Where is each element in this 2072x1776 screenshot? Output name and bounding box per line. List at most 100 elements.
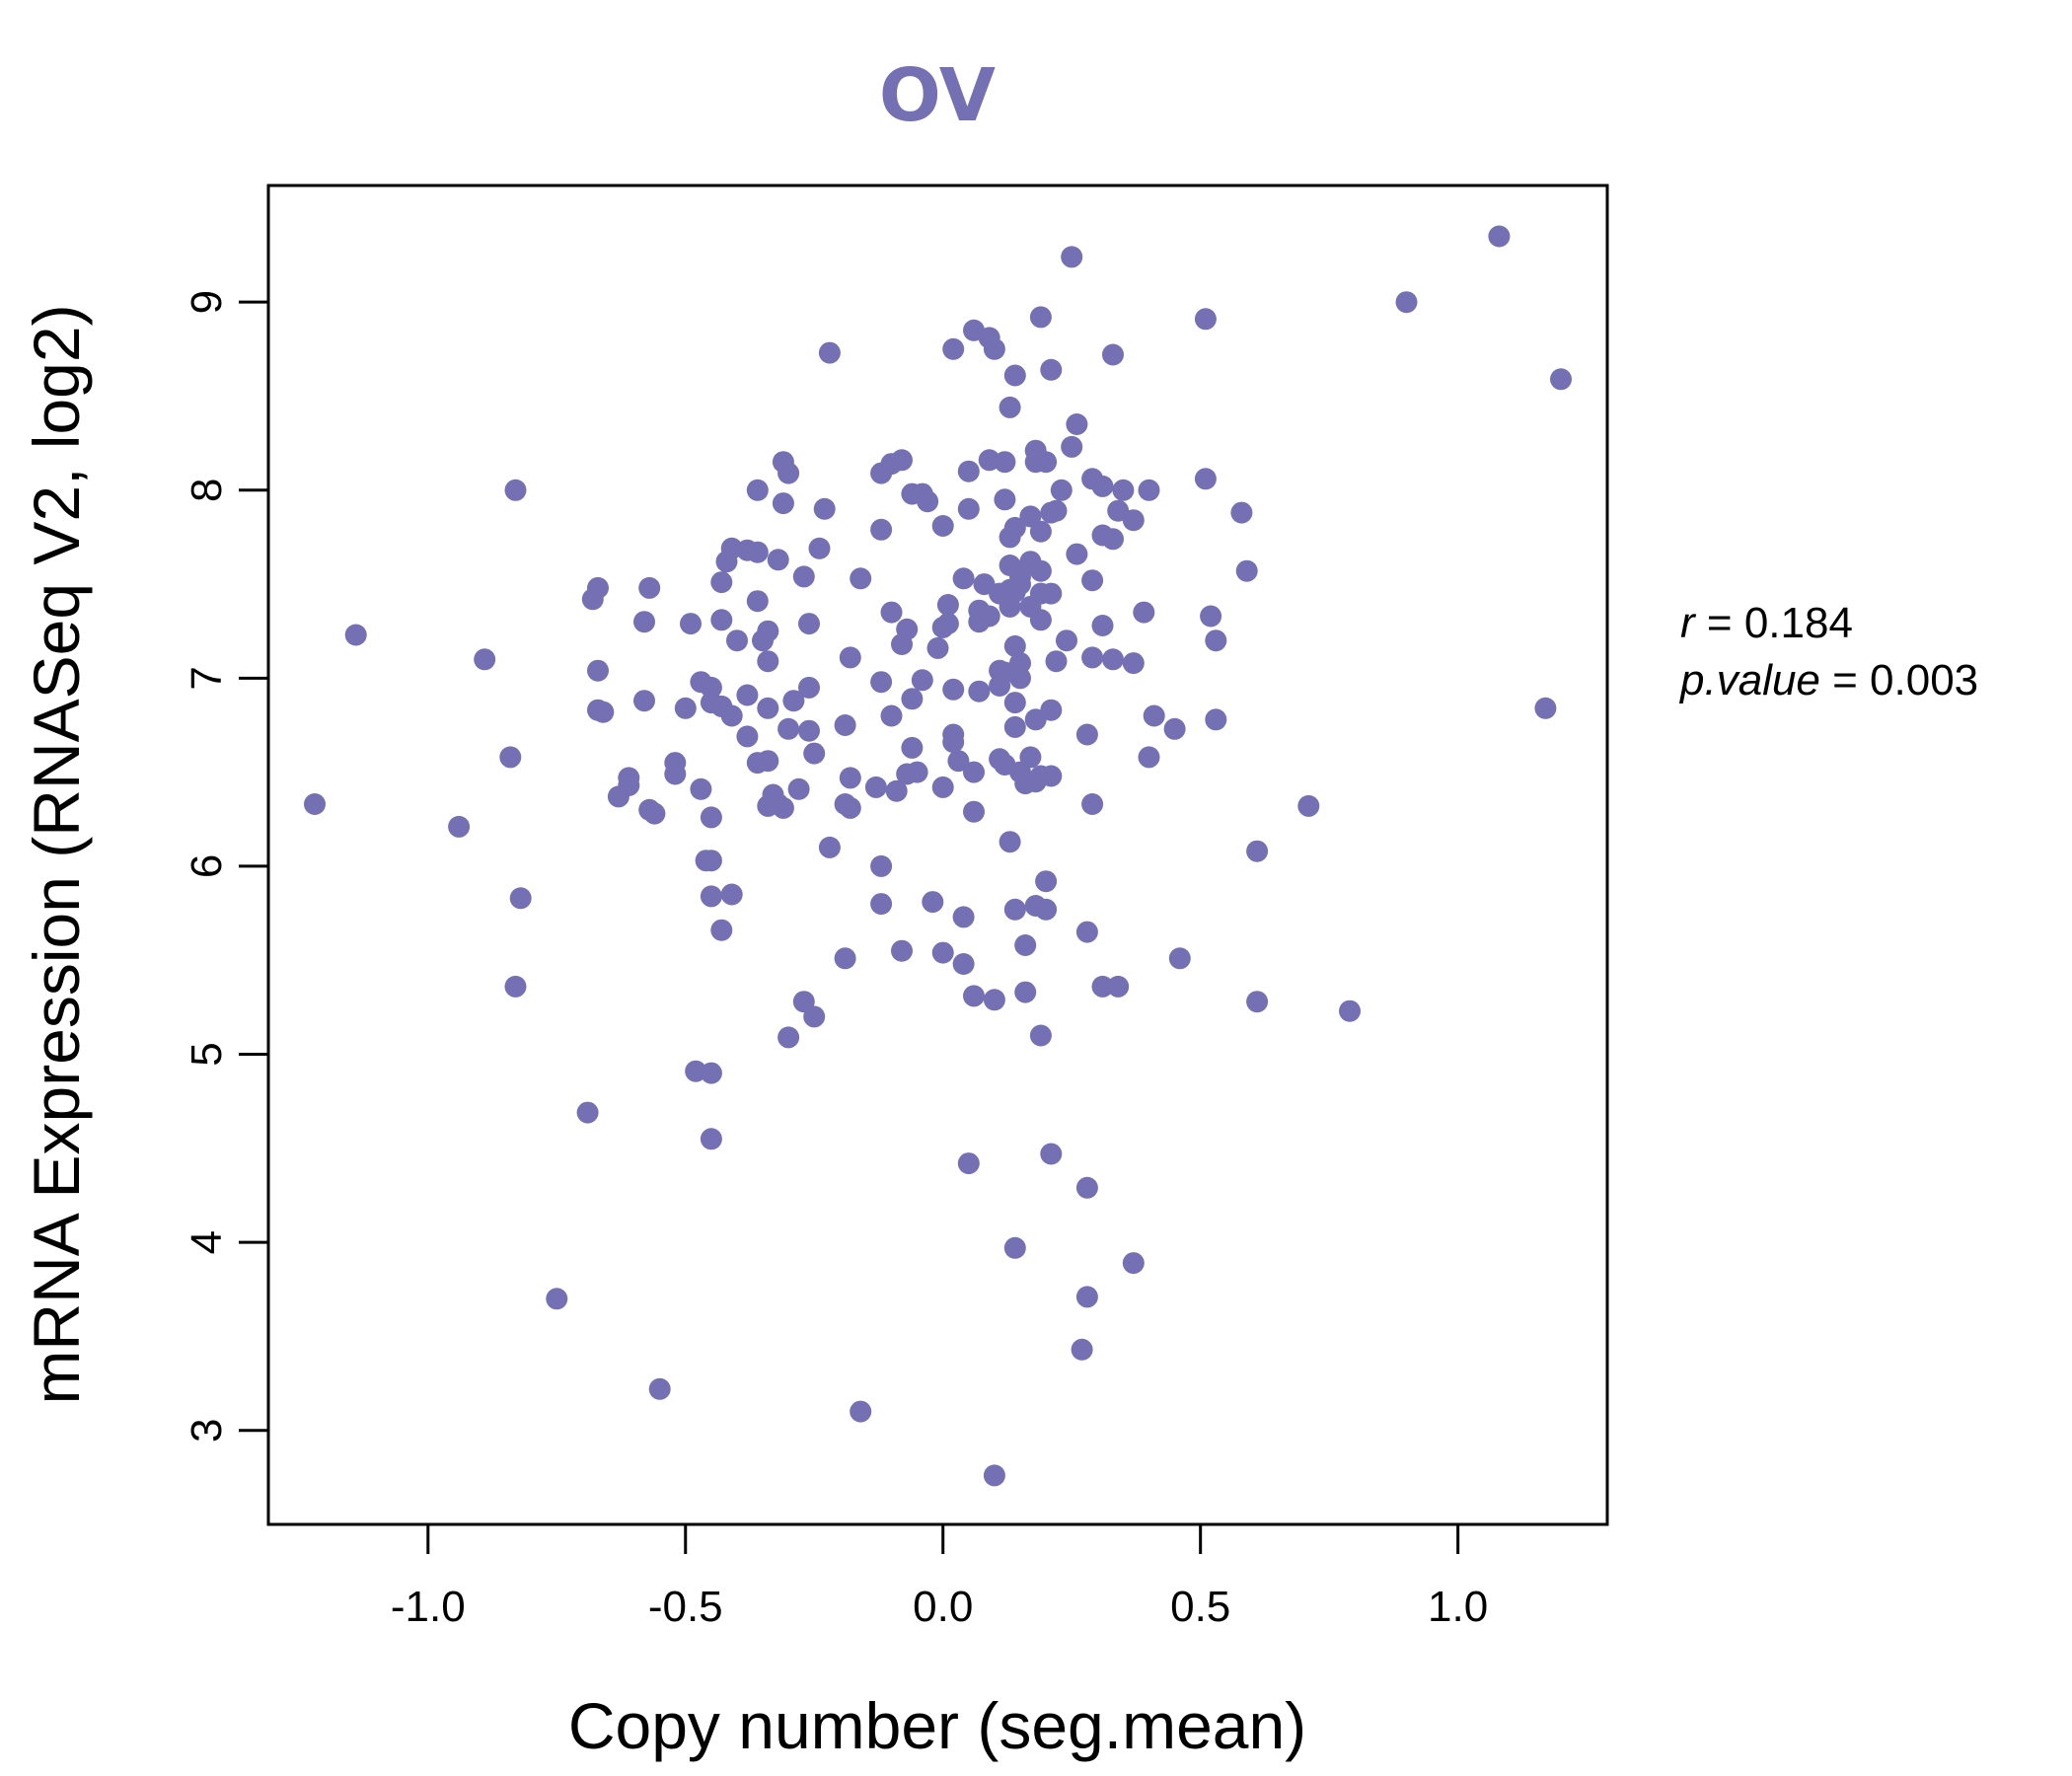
data-point [690, 777, 712, 800]
data-point [648, 1377, 671, 1400]
data-point [1133, 601, 1155, 624]
data-point [792, 565, 815, 588]
data-point [989, 675, 1011, 697]
data-point [710, 919, 733, 941]
data-point [710, 571, 733, 594]
data-point [1200, 605, 1222, 628]
data-point [1091, 975, 1114, 998]
data-point [772, 492, 794, 515]
data-point [592, 701, 615, 723]
data-point [999, 526, 1021, 549]
data-point [1029, 306, 1052, 329]
data-point [1035, 898, 1058, 921]
y-tick-label: 9 [183, 290, 231, 314]
data-point [1395, 291, 1418, 314]
data-point [504, 975, 527, 998]
data-point [1040, 358, 1063, 381]
data-point [746, 752, 769, 775]
data-point [931, 515, 954, 537]
data-point [700, 676, 722, 699]
data-point [736, 725, 759, 748]
data-point [448, 815, 471, 838]
data-point [999, 396, 1021, 418]
y-tick-label: 7 [183, 666, 231, 690]
data-point [963, 800, 985, 823]
data-point [1091, 475, 1114, 497]
data-point [1029, 559, 1052, 582]
data-point [546, 1288, 568, 1310]
data-point [767, 549, 789, 571]
data-point [643, 802, 666, 825]
p-value: 0.003 [1870, 656, 1978, 704]
data-point [1081, 793, 1104, 815]
data-point [926, 636, 949, 659]
data-point [1071, 1338, 1093, 1361]
data-point [885, 779, 908, 802]
data-point [813, 497, 836, 520]
data-point [1003, 692, 1026, 714]
x-tick-label: -0.5 [648, 1583, 723, 1631]
data-point [1056, 629, 1077, 652]
data-point [942, 337, 965, 360]
data-point [1122, 652, 1145, 675]
data-point [700, 885, 722, 908]
data-point [870, 854, 893, 877]
data-point [834, 714, 856, 736]
data-point [1246, 840, 1269, 862]
data-point [1045, 650, 1068, 673]
data-point [782, 690, 805, 712]
data-point [680, 613, 702, 635]
data-point [710, 609, 733, 631]
data-point [803, 742, 826, 765]
data-point [952, 906, 975, 928]
data-point [870, 462, 893, 484]
data-point [1168, 947, 1191, 970]
data-point [870, 893, 893, 916]
data-point [1488, 225, 1511, 248]
data-point [983, 1464, 1005, 1487]
data-point [1061, 246, 1083, 268]
data-point [896, 763, 919, 785]
data-point [1534, 697, 1557, 719]
data-point [1040, 1143, 1063, 1165]
data-point [891, 633, 913, 655]
data-point [587, 659, 609, 682]
x-tick-label: 1.0 [1428, 1583, 1488, 1631]
data-point [983, 337, 1005, 360]
data-point [772, 796, 794, 819]
y-tick-label: 4 [183, 1230, 231, 1254]
data-point [808, 537, 831, 559]
data-point [917, 490, 939, 513]
data-point [1014, 934, 1037, 956]
data-point [957, 1152, 980, 1175]
y-tick-label: 8 [183, 479, 231, 502]
data-point [911, 669, 933, 692]
data-point [1075, 723, 1098, 746]
data-point [901, 736, 924, 759]
data-point [1040, 501, 1063, 524]
data-point [1143, 704, 1165, 727]
p-statistic: p.value = 0.003 [1678, 656, 1978, 704]
data-point [870, 671, 893, 694]
data-point [963, 761, 985, 783]
data-point [1081, 569, 1104, 592]
data-point [304, 793, 326, 815]
r-label: r [1680, 599, 1697, 647]
data-point [818, 341, 841, 364]
data-point [942, 731, 965, 754]
y-tick-label: 3 [183, 1418, 231, 1442]
data-point [1035, 870, 1058, 893]
data-point [999, 831, 1021, 853]
data-point [757, 650, 779, 673]
data-point [1235, 559, 1258, 582]
data-point [968, 611, 991, 633]
data-point [1102, 648, 1124, 671]
data-point [726, 629, 748, 652]
data-point [839, 796, 861, 819]
r-value: 0.184 [1744, 599, 1853, 647]
data-point [834, 947, 856, 970]
data-point [1029, 1024, 1052, 1047]
data-point [1003, 898, 1026, 921]
data-point [891, 939, 913, 962]
data-point [720, 704, 743, 727]
